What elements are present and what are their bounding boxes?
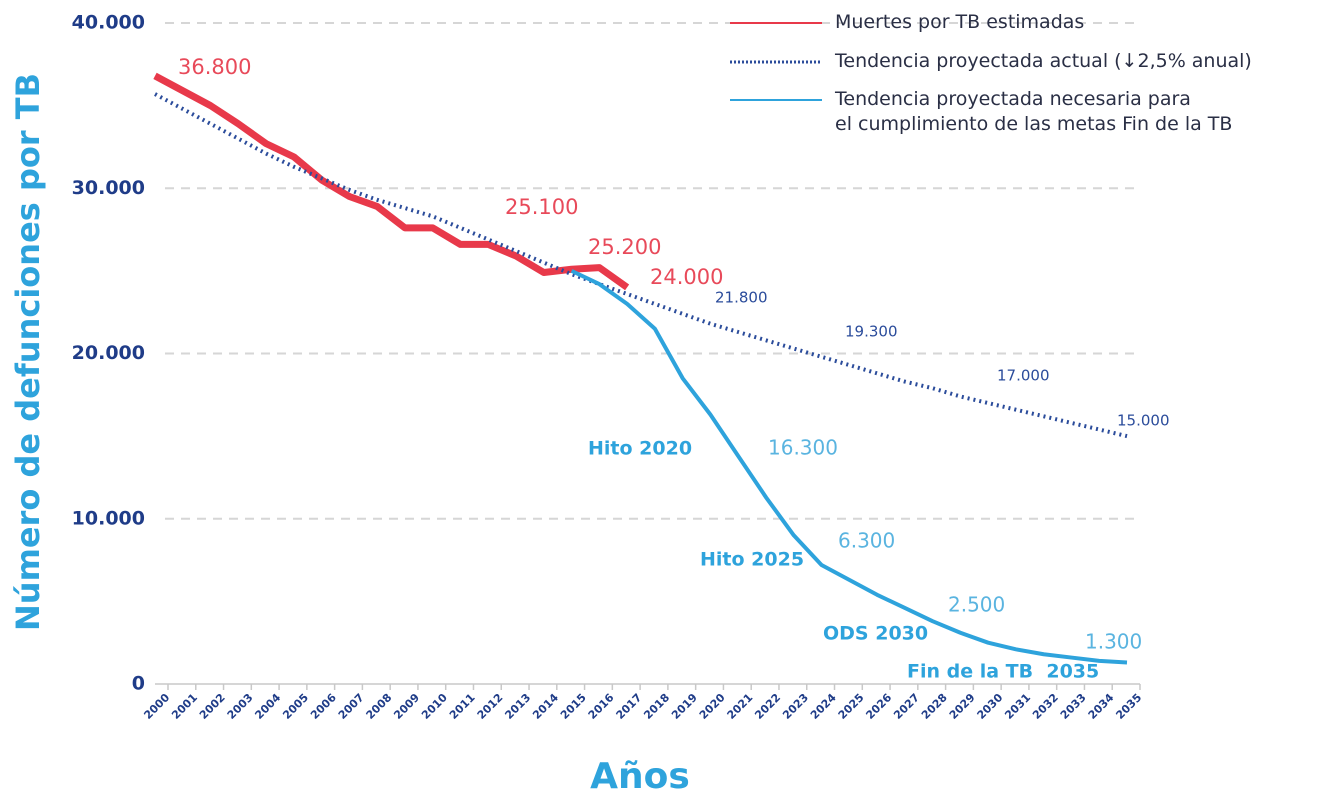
x-tick-label: 2030: [975, 691, 1006, 722]
milestone-label: Fin de la TB 2035: [907, 661, 1099, 683]
value-label: 2.500: [948, 593, 1005, 617]
x-tick-label: 2023: [780, 691, 811, 722]
y-tick-label: 40.000: [72, 12, 145, 34]
x-tick-label: 2002: [197, 691, 228, 722]
series-line: [570, 269, 1128, 665]
x-tick-label: 2026: [863, 691, 894, 722]
x-tick-label: 2035: [1113, 691, 1144, 722]
x-tick-label: 2025: [836, 691, 867, 722]
x-tick-label: 2028: [919, 691, 950, 722]
milestone-label: Hito 2025: [700, 549, 804, 571]
x-tick-label: 2005: [280, 691, 311, 722]
x-tick-label: 2027: [891, 691, 922, 722]
value-label: 19.300: [845, 323, 898, 341]
x-axis-title: Años: [590, 756, 690, 795]
x-tick-label: 2012: [475, 691, 506, 722]
y-axis-title: Número de defunciones por TB: [9, 73, 47, 631]
x-tick-label: 2031: [1002, 691, 1033, 722]
value-label: 21.800: [715, 289, 768, 307]
x-tick-label: 2015: [558, 691, 589, 722]
x-tick-label: 2024: [808, 691, 839, 722]
value-label: 36.800: [178, 55, 251, 79]
x-tick-label: 2009: [391, 691, 422, 722]
x-tick-label: 2018: [641, 691, 672, 722]
series-line: [153, 72, 630, 291]
y-tick-label: 10.000: [72, 507, 145, 529]
x-tick-label: 2011: [447, 691, 478, 722]
x-tick-label: 2013: [502, 691, 533, 722]
x-tick-label: 2010: [419, 691, 450, 722]
x-tick-label: 2019: [669, 691, 700, 722]
value-label: 1.300: [1085, 630, 1142, 654]
x-tick-label: 2020: [697, 691, 728, 722]
series-line: [154, 92, 1128, 439]
x-tick-label: 2029: [947, 691, 978, 722]
x-tick-label: 2004: [252, 691, 283, 722]
value-label: 15.000: [1117, 412, 1170, 430]
value-label: 24.000: [650, 265, 723, 289]
x-tick-label: 2001: [169, 691, 200, 722]
milestone-label: Hito 2020: [588, 438, 692, 460]
x-tick-label: 2022: [752, 691, 783, 722]
x-tick-label: 2016: [586, 691, 617, 722]
x-tick-label: 2006: [308, 691, 339, 722]
x-tick-label: 2021: [725, 691, 756, 722]
value-label: 25.100: [505, 195, 578, 219]
x-tick-label: 2003: [225, 691, 256, 722]
legend-label: Tendencia proyectada actual (↓2,5% anual…: [835, 50, 1252, 72]
legend-label: Muertes por TB estimadas: [835, 11, 1085, 33]
x-tick-label: 2033: [1058, 691, 1089, 722]
legend-label: Tendencia proyectada necesaria para el c…: [835, 88, 1233, 135]
value-label: 16.300: [768, 436, 838, 460]
y-tick-label: 30.000: [72, 177, 145, 199]
x-tick-label: 2007: [336, 691, 367, 722]
value-label: 25.200: [588, 235, 661, 259]
x-tick-label: 2014: [530, 691, 561, 722]
y-tick-label: 20.000: [72, 342, 145, 364]
x-tick-label: 2017: [614, 691, 645, 722]
x-tick-label: 2008: [364, 691, 395, 722]
milestone-label: ODS 2030: [823, 623, 928, 645]
y-tick-label: 0: [132, 673, 145, 695]
x-tick-label: 2032: [1030, 691, 1061, 722]
value-label: 17.000: [997, 367, 1050, 385]
x-tick-label: 2034: [1086, 691, 1117, 722]
value-label: 6.300: [838, 529, 895, 553]
x-tick-label: 2000: [141, 691, 172, 722]
